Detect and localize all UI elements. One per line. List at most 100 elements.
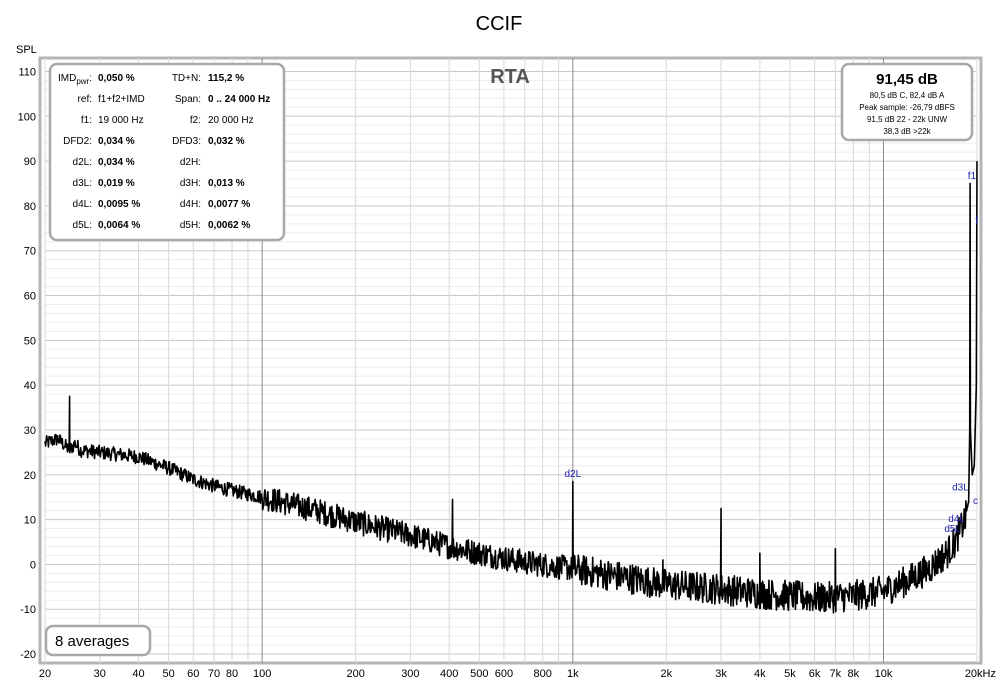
stat-label: d4L:	[73, 199, 92, 210]
y-tick-label: 0	[30, 559, 36, 571]
stat-value: 0,013 %	[208, 178, 245, 189]
stat-value: f1+f2+IMD	[98, 94, 145, 105]
x-tick-label: 400	[440, 668, 458, 680]
x-tick-label: 50	[163, 668, 175, 680]
harmonic-label: c	[973, 496, 978, 507]
y-tick-label: 90	[24, 156, 36, 168]
x-tick-label: 20kHz	[965, 668, 996, 680]
x-tick-label: 3k	[715, 668, 727, 680]
harmonic-label: d4L	[948, 514, 965, 525]
y-axis-label: SPL	[16, 44, 37, 56]
peak-line-4: 38,3 dB >22k	[883, 127, 931, 136]
stat-value: 19 000 Hz	[98, 115, 144, 126]
harmonic-label: d2L	[564, 469, 581, 480]
harmonic-label: f	[975, 216, 978, 227]
imd-stats-panel: IMDpwr: 0,050 % TD+N: 115,2 % ref: f1+f2+IMD S…	[48, 62, 286, 242]
stat-label: IMDpwr:	[58, 73, 92, 86]
y-tick-label: 100	[18, 111, 36, 123]
spectrum-trace	[44, 161, 978, 614]
stat-label: DFD2:	[63, 136, 92, 147]
stat-label: d3L:	[73, 178, 92, 189]
x-tick-label: 1k	[567, 668, 579, 680]
x-tick-label: 100	[253, 668, 271, 680]
x-tick-label: 8k	[848, 668, 860, 680]
stat-label-colon: :	[89, 73, 92, 84]
y-tick-label: -10	[20, 604, 36, 616]
y-tick-label: 10	[24, 515, 36, 527]
x-tick-label: 7k	[830, 668, 842, 680]
x-tick-label: 70	[208, 668, 220, 680]
stat-value: 0,0062 %	[208, 220, 250, 231]
x-tick-label: 6k	[809, 668, 821, 680]
stat-value: 115,2 %	[208, 73, 244, 84]
stat-label: ref:	[78, 94, 92, 105]
x-tick-label: 10k	[875, 668, 893, 680]
averages-badge: 8 averages	[44, 624, 152, 657]
harmonic-label: d3L	[952, 482, 969, 493]
x-tick-label: 60	[187, 668, 199, 680]
stat-label: f1:	[81, 115, 92, 126]
y-tick-label: 70	[24, 246, 36, 258]
x-tick-label: 20	[39, 668, 51, 680]
stat-label: TD+N:	[172, 73, 201, 84]
stat-label: d3H:	[180, 178, 201, 189]
y-tick-label: 20	[24, 470, 36, 482]
averages-label: 8 averages	[55, 633, 129, 650]
stat-value: 0,050 %	[98, 73, 135, 84]
rta-label: RTA	[490, 66, 530, 88]
stat-value: 20 000 Hz	[208, 115, 254, 126]
stat-label: d5H:	[180, 220, 201, 231]
x-tick-label: 600	[495, 668, 513, 680]
x-tick-label: 5k	[784, 668, 796, 680]
peak-panel-box	[840, 62, 974, 142]
stat-label: f2:	[190, 115, 201, 126]
stat-label: DFD3:	[172, 136, 201, 147]
y-tick-label: 50	[24, 335, 36, 347]
stat-value: 0,019 %	[98, 178, 135, 189]
stat-label: d5L:	[73, 220, 92, 231]
x-tick-label: 2k	[661, 668, 673, 680]
x-tick-label: 40	[132, 668, 144, 680]
stat-value: 0,0077 %	[208, 199, 250, 210]
chart-title: CCIF	[476, 13, 523, 35]
stat-value: 0,0095 %	[98, 199, 140, 210]
y-tick-label: 60	[24, 291, 36, 303]
y-tick-label: 40	[24, 380, 36, 392]
x-tick-label: 30	[94, 668, 106, 680]
stats-rows: IMDpwr: 0,050 % TD+N: 115,2 % ref: f1+f2+IMD S…	[58, 73, 270, 231]
y-tick-label: 30	[24, 425, 36, 437]
y-tick-label: 80	[24, 201, 36, 213]
peak-line-1: 80,5 dB C, 82,4 dB A	[870, 91, 945, 100]
peak-line-2: Peak sample: -26,79 dBFS	[859, 103, 955, 112]
stat-value: 0,034 %	[98, 157, 135, 168]
y-tick-label: -20	[20, 649, 36, 661]
x-tick-label: 4k	[754, 668, 766, 680]
x-axis-ticks: 20 30 40 50 60 70 80 100 200 300 400 500 600 800 1k 2k 3…	[39, 668, 996, 680]
stat-label: Span:	[175, 94, 201, 105]
peak-level: 91,45 dB	[876, 71, 938, 88]
stats-panel-box	[48, 62, 286, 242]
x-tick-label: 80	[226, 668, 238, 680]
stat-label-sub: pwr	[76, 77, 89, 86]
stat-value: 0,032 %	[208, 136, 245, 147]
peak-panel: 91,45 dB 80,5 dB C, 82,4 dB A Peak sampl…	[840, 62, 974, 142]
peak-line-3: 91,5 dB 22 - 22k UNW	[867, 115, 947, 124]
stat-value: 0,034 %	[98, 136, 135, 147]
harmonic-label: f1	[968, 171, 977, 182]
stat-value: 0 .. 24 000 Hz	[208, 94, 270, 105]
averages-box	[44, 624, 152, 657]
stat-label: d2L:	[73, 157, 92, 168]
x-tick-label: 800	[534, 668, 552, 680]
stat-label: d4H:	[180, 199, 201, 210]
y-tick-label: 110	[18, 66, 36, 78]
x-tick-label: 200	[346, 668, 364, 680]
harmonic-label: d5L	[944, 524, 961, 535]
x-tick-label: 300	[401, 668, 419, 680]
stat-value: 0,0064 %	[98, 220, 140, 231]
stat-label: d2H:	[180, 157, 201, 168]
series-line	[44, 161, 978, 614]
x-tick-label: 500	[470, 668, 488, 680]
